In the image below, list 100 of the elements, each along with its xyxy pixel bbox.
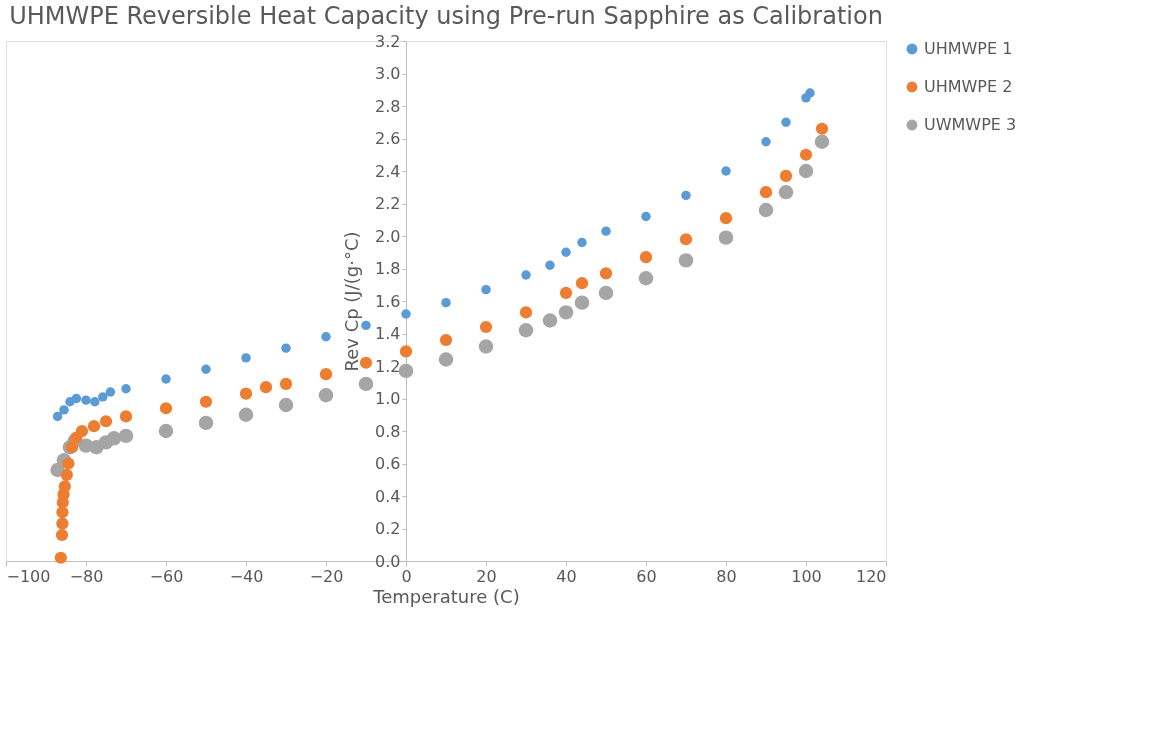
point [159,402,173,415]
point [106,431,122,446]
y-tick-label: 2.8 [375,96,401,116]
point [479,320,493,334]
chart-title: UHMWPE Reversible Heat Capacity using Pre-run Sapphire as Calibration [9,2,883,30]
point [721,166,731,176]
x-tick-label: 80 [716,566,737,586]
point [678,253,694,268]
y-tick-label: 2.4 [375,161,401,181]
point [778,184,794,200]
point [201,364,211,374]
point [278,397,294,413]
point [158,423,174,439]
x-tick-label: −80 [69,566,104,586]
point [639,251,653,264]
point [401,309,411,319]
y-tick-label: 3.2 [375,31,401,51]
point [575,277,589,290]
point [759,186,773,199]
point [359,356,373,369]
y-tick-label: 1.4 [375,324,401,343]
point [399,345,413,358]
point [761,137,771,147]
y-tick-label: 0.2 [375,519,401,538]
y-tick-label: 1.8 [375,259,401,278]
point [98,392,108,402]
point [798,163,814,179]
point [99,415,113,428]
point [815,122,829,135]
point [781,117,791,127]
y-tick-label: 2.6 [375,129,401,148]
point [478,339,494,354]
point [758,202,774,218]
point [779,169,793,182]
x-tick-label: −100 [6,566,51,586]
point [438,352,454,367]
point [59,405,69,415]
y-axis-title: Rev Cp (J/(g·°C) [340,231,362,372]
legend-label: UWMWPE 3 [924,115,1017,134]
y-tick-label: 1.0 [375,389,401,408]
y-tick-label: 2.2 [375,194,401,213]
point [318,388,334,403]
point [718,230,734,245]
point [545,260,555,270]
point [239,387,253,400]
x-tick-label: 120 [855,566,887,586]
x-tick-label: 60 [636,566,657,586]
point [521,270,531,280]
point [358,376,374,392]
point [519,306,533,319]
point [574,295,590,310]
point [558,305,574,320]
point [641,211,651,222]
point [119,410,133,423]
y-tick-label: 1.2 [375,356,401,376]
point [518,323,534,338]
point [54,551,67,564]
x-tick-label: −40 [229,566,264,586]
point [161,374,171,384]
y-tick-label: 0.6 [375,454,401,473]
point [241,353,251,363]
point [321,332,331,342]
point [561,247,571,257]
point [559,286,573,299]
point [577,237,587,248]
point [599,267,613,280]
y-tick-label: 1.6 [375,291,401,311]
point [118,428,134,444]
point [679,233,693,246]
legend-label: UHMWPE 1 [924,39,1013,58]
point [55,528,69,542]
point [60,468,73,481]
x-axis-title: Temperature (C) [372,585,520,607]
point [441,297,451,308]
point [719,212,733,225]
point [87,420,101,433]
y-tick-label: 3.0 [375,64,401,83]
point [598,285,614,301]
point [439,333,453,347]
point [814,134,830,149]
point [259,381,273,394]
point [319,368,333,381]
point [52,411,63,422]
point [361,320,371,331]
legend-label: UHMWPE 2 [924,77,1013,96]
point [71,393,82,404]
point [75,424,89,438]
y-tick-label: 2.0 [375,226,401,246]
x-tick-label: −60 [149,566,184,586]
point [481,284,491,295]
point [799,148,813,161]
point [199,395,213,408]
point [281,343,291,353]
point [279,377,293,390]
point [81,395,91,405]
x-tick-label: 100 [791,566,822,586]
point [638,271,654,286]
point [542,313,558,328]
point [238,407,254,422]
x-tick-label: 40 [556,566,577,586]
